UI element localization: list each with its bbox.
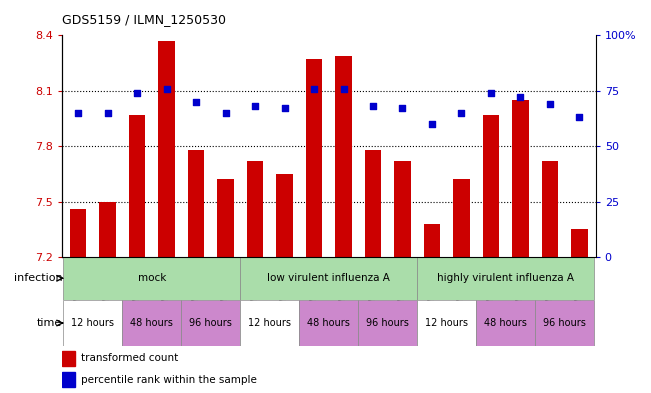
Text: transformed count: transformed count bbox=[81, 353, 178, 364]
Point bbox=[161, 85, 172, 92]
Text: 12 hours: 12 hours bbox=[248, 318, 291, 328]
Bar bbox=[335, 56, 352, 257]
Bar bbox=[62, 351, 76, 365]
Bar bbox=[100, 202, 116, 257]
Point bbox=[102, 110, 113, 116]
Text: 12 hours: 12 hours bbox=[72, 318, 115, 328]
Bar bbox=[122, 299, 181, 347]
Point bbox=[397, 105, 408, 112]
Bar bbox=[240, 299, 299, 347]
Text: 96 hours: 96 hours bbox=[544, 318, 586, 328]
Text: 48 hours: 48 hours bbox=[484, 318, 527, 328]
Point bbox=[309, 85, 319, 92]
Text: 96 hours: 96 hours bbox=[189, 318, 232, 328]
Point bbox=[368, 103, 378, 109]
Bar bbox=[247, 161, 263, 257]
Bar bbox=[358, 299, 417, 347]
Bar bbox=[277, 174, 293, 257]
Bar bbox=[417, 257, 594, 299]
Bar bbox=[535, 299, 594, 347]
Bar bbox=[129, 115, 145, 257]
Text: infection: infection bbox=[14, 273, 62, 283]
Bar bbox=[453, 180, 469, 257]
Bar bbox=[417, 299, 477, 347]
Bar bbox=[572, 229, 588, 257]
Text: percentile rank within the sample: percentile rank within the sample bbox=[81, 375, 256, 385]
Point bbox=[456, 110, 467, 116]
Bar bbox=[424, 224, 440, 257]
Bar bbox=[188, 150, 204, 257]
Bar bbox=[63, 257, 240, 299]
Bar bbox=[395, 161, 411, 257]
Bar bbox=[299, 299, 358, 347]
Bar bbox=[512, 100, 529, 257]
Point bbox=[73, 110, 83, 116]
Bar bbox=[240, 257, 417, 299]
Text: 48 hours: 48 hours bbox=[307, 318, 350, 328]
Point bbox=[574, 114, 585, 121]
Bar bbox=[70, 209, 86, 257]
Text: 48 hours: 48 hours bbox=[130, 318, 173, 328]
Text: time: time bbox=[37, 318, 62, 328]
Bar bbox=[63, 299, 122, 347]
Point bbox=[132, 90, 143, 96]
Point bbox=[279, 105, 290, 112]
Text: highly virulent influenza A: highly virulent influenza A bbox=[437, 273, 574, 283]
Bar bbox=[477, 299, 535, 347]
Text: mock: mock bbox=[137, 273, 166, 283]
Text: 12 hours: 12 hours bbox=[425, 318, 468, 328]
Point bbox=[545, 101, 555, 107]
Point bbox=[191, 99, 201, 105]
Point bbox=[486, 90, 496, 96]
Bar bbox=[158, 41, 174, 257]
Point bbox=[339, 85, 349, 92]
Bar bbox=[542, 161, 558, 257]
Text: low virulent influenza A: low virulent influenza A bbox=[268, 273, 390, 283]
Bar bbox=[365, 150, 381, 257]
Bar bbox=[483, 115, 499, 257]
Text: 96 hours: 96 hours bbox=[367, 318, 409, 328]
Point bbox=[220, 110, 230, 116]
Point bbox=[250, 103, 260, 109]
Bar bbox=[62, 372, 76, 387]
Bar bbox=[181, 299, 240, 347]
Point bbox=[427, 121, 437, 127]
Bar bbox=[306, 59, 322, 257]
Point bbox=[515, 94, 525, 101]
Text: GDS5159 / ILMN_1250530: GDS5159 / ILMN_1250530 bbox=[62, 13, 226, 26]
Bar bbox=[217, 180, 234, 257]
